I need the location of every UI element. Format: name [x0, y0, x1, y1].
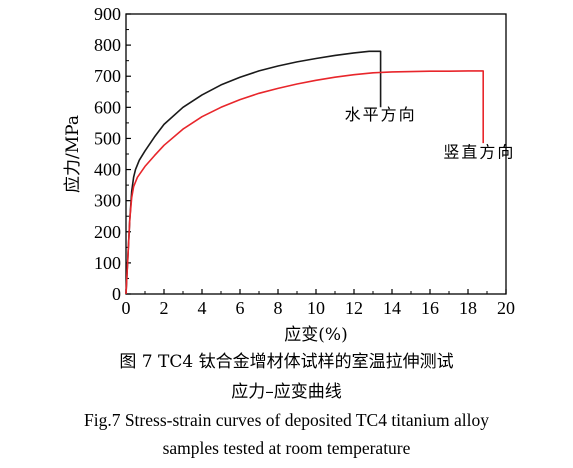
- x-tick-label: 18: [459, 298, 477, 318]
- x-tick-label: 16: [421, 298, 439, 318]
- x-axis-ticks: 0 2 4 6 8 10 12 14 16 18 20: [122, 289, 515, 318]
- y-tick-label: 500: [94, 128, 121, 148]
- series-line-0: [125, 50, 382, 295]
- annotation-label-1: 竖直方向: [443, 143, 515, 162]
- x-axis-label: 应变(%): [284, 325, 347, 345]
- x-tick-label: 8: [274, 298, 283, 318]
- y-axis-label: 应力/MPa: [63, 115, 83, 193]
- x-tick-label: 4: [198, 298, 207, 318]
- data-series: [125, 50, 485, 295]
- y-tick-label: 400: [94, 160, 121, 180]
- stress-strain-chart: 0 2 4 6 8 10 12 14 16 18 20 0 100 200 300 400 500 600 700…: [63, 4, 515, 345]
- y-tick-label: 800: [94, 35, 121, 55]
- y-tick-label: 700: [94, 66, 121, 86]
- x-tick-label: 14: [383, 298, 401, 318]
- y-tick-label: 0: [112, 284, 121, 304]
- caption-cn-line1: 图 7 TC4 钛合金增材体试样的室温拉伸测试: [119, 352, 454, 372]
- caption-cn-line2: 应力–应变曲线: [231, 382, 342, 402]
- caption-en-line2: samples tested at room temperature: [162, 438, 411, 458]
- y-tick-label: 100: [94, 253, 121, 273]
- x-tick-label: 12: [345, 298, 363, 318]
- x-tick-label: 20: [497, 298, 515, 318]
- x-tick-label: 6: [236, 298, 245, 318]
- caption-en-line1: Fig.7 Stress-strain curves of deposited …: [83, 410, 490, 430]
- y-tick-label: 200: [94, 222, 121, 242]
- y-tick-label: 600: [94, 97, 121, 117]
- y-tick-label: 300: [94, 191, 121, 211]
- x-tick-label: 0: [122, 298, 131, 318]
- x-tick-label: 10: [307, 298, 325, 318]
- series-line-1: [125, 70, 485, 295]
- y-tick-label: 900: [94, 4, 121, 24]
- x-tick-label: 2: [160, 298, 169, 318]
- annotation-label-0: 水平方向: [345, 105, 417, 124]
- y-axis-ticks: 0 100 200 300 400 500 600 700 800 900: [94, 4, 131, 304]
